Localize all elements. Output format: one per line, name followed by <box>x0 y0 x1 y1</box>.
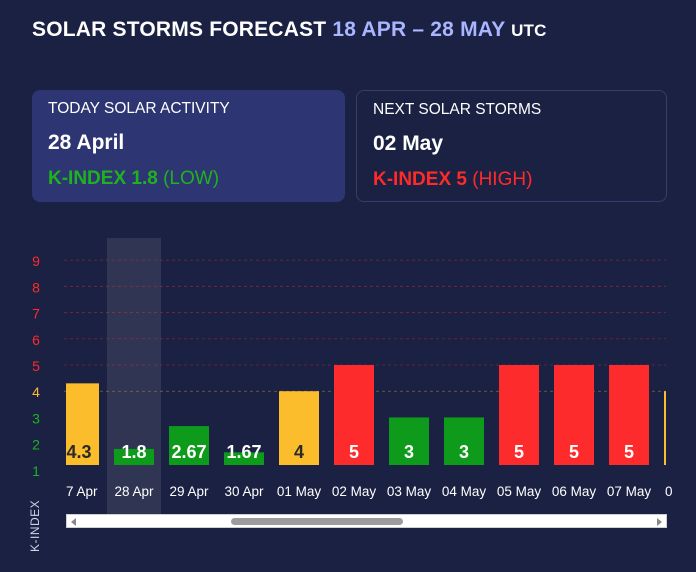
next-kindex-level: (HIGH) <box>472 169 533 190</box>
bar-value-label: 5 <box>349 442 359 462</box>
x-tick-label: 29 Apr <box>169 484 209 499</box>
bar <box>334 365 374 465</box>
x-tick-label: 04 May <box>442 484 487 499</box>
bar-value-label: 3 <box>404 442 414 462</box>
next-card-date: 02 May <box>373 132 444 155</box>
today-activity-card: TODAY SOLAR ACTIVITY 28 April K-INDEX 1.… <box>32 90 345 202</box>
next-storms-card: NEXT SOLAR STORMS 02 May K-INDEX 5 (HIGH… <box>356 90 667 202</box>
today-card-date: 28 April <box>48 131 125 154</box>
bar <box>389 417 429 465</box>
scrollbar-thumb[interactable] <box>231 518 403 525</box>
next-kindex-value: K-INDEX 5 <box>373 169 467 190</box>
bar-value-label: 5 <box>569 442 579 462</box>
bar-value-label: 4.3 <box>66 442 91 462</box>
y-tick-label: 3 <box>32 410 40 426</box>
kindex-bar-chart: 1 2 3 4 5 6 7 8 9 4.3 7 Apr 1.8 28 Apr 2.67 29 Apr 1.67… <box>32 238 673 515</box>
x-tick-label: 06 May <box>552 484 597 499</box>
x-tick-label: 03 May <box>387 484 432 499</box>
bar-value-label: 3 <box>459 442 469 462</box>
x-tick-label: 01 May <box>277 484 322 499</box>
bar <box>554 365 594 465</box>
date-range: 18 APR – 28 MAY <box>332 18 506 41</box>
today-kindex-level: (LOW) <box>163 168 220 189</box>
x-tick-label: 02 May <box>332 484 377 499</box>
current-day-highlight <box>107 238 161 515</box>
y-tick-label: 9 <box>32 253 40 269</box>
y-tick-label: 4 <box>32 384 40 400</box>
bar <box>499 365 539 465</box>
bar <box>609 365 649 465</box>
y-tick-label: 6 <box>32 332 40 348</box>
today-kindex-value: K-INDEX 1.8 <box>48 168 158 189</box>
bar-value-label: 5 <box>514 442 524 462</box>
next-card-label: NEXT SOLAR STORMS <box>373 101 542 118</box>
x-tick-label: 0 <box>665 484 673 499</box>
x-tick-label: 05 May <box>497 484 542 499</box>
next-card-kindex: K-INDEX 5 (HIGH) <box>373 169 532 191</box>
title-text: SOLAR STORMS FORECAST <box>32 18 327 41</box>
bar <box>664 391 666 465</box>
bar <box>224 452 264 465</box>
x-tick-label: 07 May <box>607 484 652 499</box>
x-tick-label: 30 Apr <box>224 484 264 499</box>
today-card-kindex: K-INDEX 1.8 (LOW) <box>48 168 219 190</box>
scroll-right-arrow-icon[interactable] <box>657 518 662 526</box>
bar-value-label: 2.67 <box>171 442 206 462</box>
bar-value-label: 1.8 <box>121 442 146 462</box>
page-title: SOLAR STORMS FORECAST 18 APR – 28 MAY UT… <box>32 18 547 42</box>
bar <box>169 426 209 465</box>
y-axis-label: K-INDEX <box>28 499 42 552</box>
y-tick-label: 8 <box>32 279 40 295</box>
timezone-label: UTC <box>511 21 547 40</box>
y-tick-label: 7 <box>32 306 40 322</box>
bar <box>114 448 154 465</box>
y-tick-label: 2 <box>32 437 40 453</box>
chart-scrollbar[interactable] <box>66 514 667 528</box>
y-tick-label: 1 <box>32 463 40 479</box>
today-card-label: TODAY SOLAR ACTIVITY <box>48 100 230 117</box>
bar-value-label: 5 <box>624 442 634 462</box>
bar-value-label: 1.67 <box>226 442 261 462</box>
bar <box>66 383 99 465</box>
bar-value-label: 4 <box>294 442 304 462</box>
y-tick-label: 5 <box>32 358 40 374</box>
x-tick-label: 28 Apr <box>114 484 154 499</box>
bar <box>444 417 484 465</box>
bar <box>279 391 319 465</box>
x-tick-label: 7 Apr <box>66 484 98 499</box>
scroll-left-arrow-icon[interactable] <box>71 518 76 526</box>
